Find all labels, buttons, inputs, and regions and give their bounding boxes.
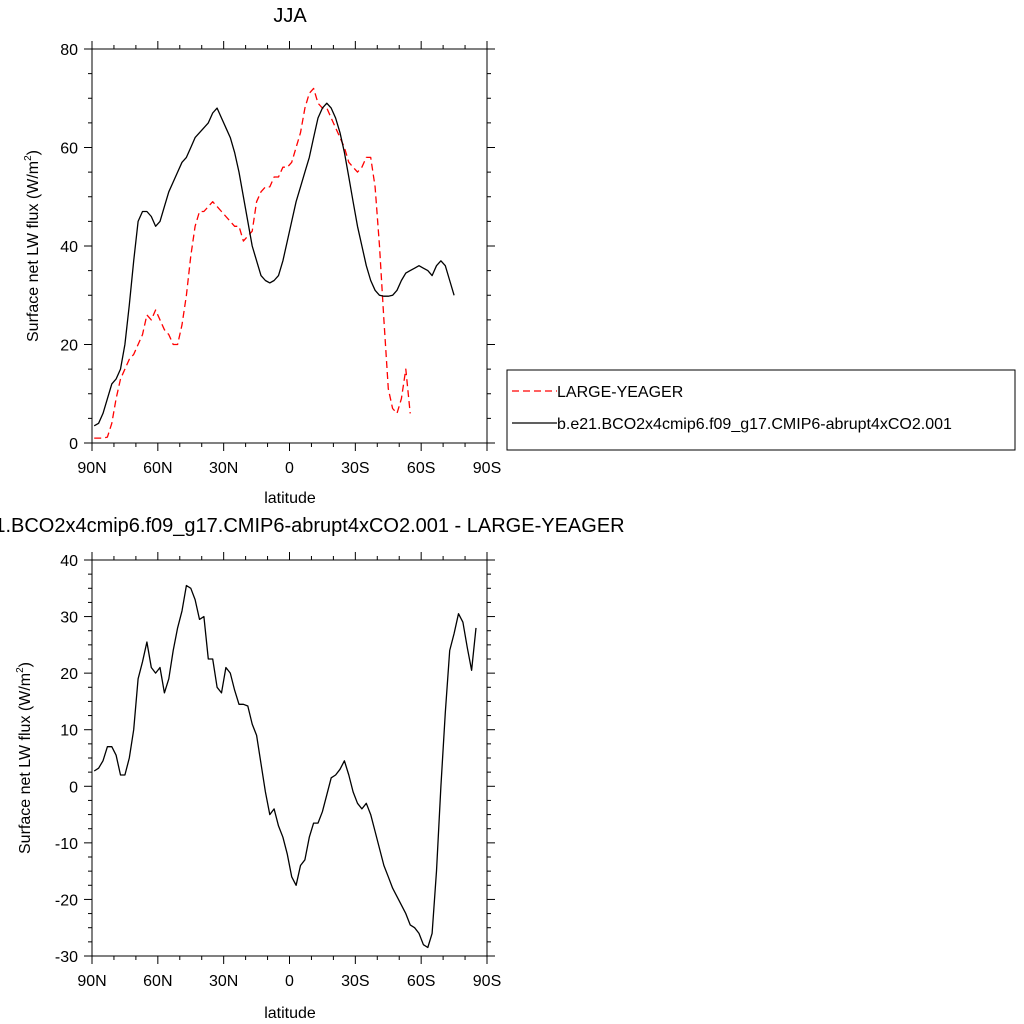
x-tick-labels: 90N 60N 30N 0 30S 60S 90S: [77, 460, 501, 477]
y-tick-label: 60: [60, 141, 78, 158]
y-axis-label: Surface net LW flux (W/m2): [15, 662, 34, 854]
y-axis-label-superscript: 2: [15, 667, 26, 673]
y-tick-label: 10: [60, 723, 78, 740]
x-tick-label: 90N: [77, 460, 106, 477]
y-tick-label: 40: [60, 553, 78, 570]
legend-label-abrupt4xco2: b.e21.BCO2x4cmip6.f09_g17.CMIP6-abrupt4x…: [557, 416, 952, 433]
series-line-1: [93, 102, 455, 427]
panel-top: JJA 0 20 40 60 80 90N 60N 30N 0 30S 60S 90S latitu…: [23, 5, 1016, 507]
plot-frame: [91, 559, 488, 957]
y-tick-labels: -30 -20 -10 0 10 20 30 40: [55, 553, 78, 966]
x-tick-label: 0: [285, 460, 294, 477]
y-tick-labels: 0 20 40 60 80: [60, 42, 78, 453]
x-tick-label: 30N: [209, 973, 238, 990]
x-tick-label: 30N: [209, 460, 238, 477]
series-line-0: [93, 584, 477, 949]
y-tick-marks: [84, 559, 495, 957]
y-axis-label-main: Surface net LW flux (W/m: [25, 161, 42, 342]
y-tick-label: 0: [69, 436, 78, 453]
y-tick-label: 20: [60, 666, 78, 683]
x-tick-label: 90S: [473, 973, 501, 990]
plot-lines: [93, 584, 477, 949]
y-axis-label-main: Surface net LW flux (W/m: [17, 673, 34, 854]
legend-label-large-yeager: LARGE-YEAGER: [557, 384, 683, 401]
y-axis-label: Surface net LW flux (W/m2): [23, 150, 42, 342]
x-tick-label: 60N: [143, 973, 172, 990]
y-axis-label-end: ): [25, 150, 42, 155]
y-tick-label: 0: [69, 779, 78, 796]
y-tick-label: 40: [60, 239, 78, 256]
y-tick-label: -20: [55, 892, 78, 909]
chart-title: JJA: [273, 5, 307, 27]
x-tick-label: 0: [285, 973, 294, 990]
x-tick-label: 90S: [473, 460, 501, 477]
x-tick-label: 60S: [407, 460, 435, 477]
y-tick-label: 30: [60, 610, 78, 627]
x-axis-label: latitude: [264, 490, 316, 507]
y-tick-label: -30: [55, 949, 78, 966]
chart-title: b.e21.BCO2x4cmip6.f09_g17.CMIP6-abrupt4x…: [0, 515, 625, 537]
series-line-0: [94, 87, 411, 439]
y-tick-label: -10: [55, 836, 78, 853]
x-tick-label: 30S: [341, 973, 369, 990]
x-tick-label: 30S: [341, 460, 369, 477]
plot-lines: [93, 87, 455, 439]
y-axis-label-end: ): [17, 662, 34, 667]
y-tick-marks: [84, 48, 495, 444]
y-axis-label-superscript: 2: [23, 155, 34, 161]
x-axis-label: latitude: [264, 1005, 316, 1022]
x-tick-label: 60S: [407, 973, 435, 990]
legend-box: [506, 369, 1016, 451]
y-tick-label: 20: [60, 338, 78, 355]
y-tick-label: 80: [60, 42, 78, 59]
x-tick-marks: [91, 41, 488, 451]
x-tick-label: 90N: [77, 973, 106, 990]
x-tick-marks: [91, 552, 488, 964]
legend: LARGE-YEAGER b.e21.BCO2x4cmip6.f09_g17.C…: [506, 369, 1016, 451]
x-tick-label: 60N: [143, 460, 172, 477]
plot-frame: [91, 48, 488, 444]
panel-bottom: b.e21.BCO2x4cmip6.f09_g17.CMIP6-abrupt4x…: [0, 515, 625, 1022]
x-tick-labels: 90N 60N 30N 0 30S 60S 90S: [77, 973, 501, 990]
